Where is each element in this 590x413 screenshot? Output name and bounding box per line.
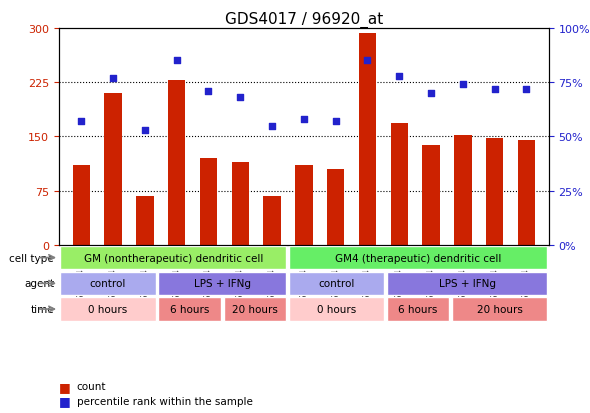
FancyBboxPatch shape <box>387 272 548 295</box>
Point <box>77 119 86 125</box>
FancyBboxPatch shape <box>60 247 286 270</box>
Text: cell type: cell type <box>9 253 54 263</box>
FancyBboxPatch shape <box>60 272 156 295</box>
Point <box>235 95 245 102</box>
Text: GM (nontherapeutic) dendritic cell: GM (nontherapeutic) dendritic cell <box>84 253 263 263</box>
FancyBboxPatch shape <box>158 272 286 295</box>
Bar <box>136 196 153 245</box>
Text: ■: ■ <box>59 380 71 393</box>
Bar <box>263 196 281 245</box>
Text: ■: ■ <box>59 394 71 407</box>
Point <box>458 82 467 88</box>
Text: percentile rank within the sample: percentile rank within the sample <box>77 396 253 406</box>
FancyBboxPatch shape <box>158 298 221 321</box>
Point <box>490 86 499 93</box>
Bar <box>517 140 535 245</box>
Point <box>267 123 277 130</box>
Text: GM4 (therapeutic) dendritic cell: GM4 (therapeutic) dendritic cell <box>335 253 502 263</box>
Point <box>363 58 372 65</box>
FancyBboxPatch shape <box>289 247 548 270</box>
Point <box>331 119 340 125</box>
Text: 20 hours: 20 hours <box>232 304 278 314</box>
Text: LPS + IFNg: LPS + IFNg <box>194 279 251 289</box>
Point <box>204 88 213 95</box>
Point <box>299 116 309 123</box>
FancyBboxPatch shape <box>60 298 156 321</box>
FancyBboxPatch shape <box>289 272 384 295</box>
Text: 20 hours: 20 hours <box>477 304 523 314</box>
Bar <box>391 124 408 245</box>
Bar <box>73 166 90 245</box>
Text: 0 hours: 0 hours <box>317 304 356 314</box>
Text: agent: agent <box>24 279 54 289</box>
Bar <box>199 159 217 245</box>
Bar <box>486 138 503 245</box>
Text: control: control <box>90 279 126 289</box>
Bar <box>168 81 185 245</box>
Bar <box>359 34 376 245</box>
Point <box>172 58 181 65</box>
Bar <box>327 169 345 245</box>
Point <box>522 86 531 93</box>
Bar <box>231 162 249 245</box>
FancyBboxPatch shape <box>452 298 548 321</box>
Title: GDS4017 / 96920_at: GDS4017 / 96920_at <box>225 12 383 28</box>
Text: time: time <box>31 304 54 314</box>
FancyBboxPatch shape <box>289 298 384 321</box>
Point <box>140 127 150 134</box>
Text: 6 hours: 6 hours <box>170 304 209 314</box>
Bar <box>422 146 440 245</box>
FancyBboxPatch shape <box>387 298 450 321</box>
Bar <box>295 166 313 245</box>
Bar <box>104 94 122 245</box>
Point <box>395 73 404 80</box>
Text: 6 hours: 6 hours <box>398 304 438 314</box>
Point <box>109 75 118 82</box>
FancyBboxPatch shape <box>224 298 286 321</box>
Text: LPS + IFNg: LPS + IFNg <box>438 279 496 289</box>
Text: count: count <box>77 381 106 391</box>
Text: 0 hours: 0 hours <box>88 304 127 314</box>
Bar <box>454 135 471 245</box>
Text: control: control <box>319 279 355 289</box>
Point <box>427 90 436 97</box>
